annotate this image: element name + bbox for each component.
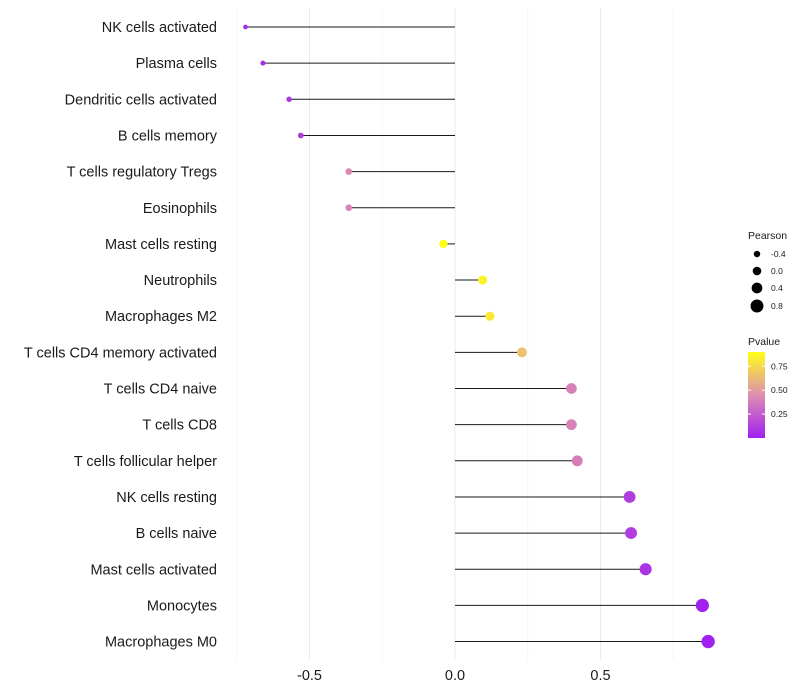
point (695, 598, 709, 612)
point (243, 24, 248, 30)
point (639, 563, 652, 576)
size-legend-key (753, 250, 761, 258)
grid-lines (236, 8, 674, 660)
category-label: Plasma cells (136, 56, 217, 72)
category-label: B cells memory (118, 128, 218, 144)
color-legend-title: Pvalue (748, 336, 780, 348)
point (478, 275, 488, 285)
point (439, 239, 448, 249)
category-labels: NK cells activated Plasma cells Dendritic … (24, 20, 218, 651)
size-legend-title: Pearson (748, 230, 787, 242)
size-legend-key (751, 282, 763, 294)
category-label: Dendritic cells activated (65, 92, 217, 108)
color-legend-label: 0.50 (771, 385, 788, 395)
color-legend: Pvalue 0.75 0.50 0.25 (748, 336, 788, 438)
size-legend-label: -0.4 (771, 249, 786, 259)
color-legend-label: 0.25 (771, 409, 788, 419)
size-legend-label: 0.0 (771, 266, 783, 276)
category-label: Mast cells resting (105, 237, 217, 253)
x-axis-ticks: -0.5 0.0 0.5 (297, 668, 611, 684)
size-legend: Pearson -0.4 0.0 0.4 0.8 (748, 230, 787, 313)
color-legend-label: 0.75 (771, 361, 788, 371)
point (485, 311, 495, 321)
point (345, 168, 353, 175)
category-label: NK cells activated (102, 20, 217, 36)
x-tick-label: -0.5 (297, 668, 322, 684)
point (517, 347, 527, 358)
size-legend-label: 0.8 (771, 301, 783, 311)
category-label: Monocytes (147, 598, 217, 614)
category-label: Eosinophils (143, 201, 217, 217)
category-label: Mast cells activated (90, 562, 217, 578)
category-label: Macrophages M0 (105, 635, 217, 651)
segments (245, 26, 709, 643)
point (571, 455, 583, 467)
x-tick-label: 0.0 (445, 668, 465, 684)
category-label: T cells CD4 naive (104, 382, 217, 398)
category-label: Neutrophils (144, 273, 217, 289)
point (260, 60, 266, 66)
color-legend-bar (748, 352, 765, 438)
category-label: B cells naive (136, 526, 217, 542)
size-legend-label: 0.4 (771, 283, 783, 293)
point (345, 204, 353, 212)
point (701, 634, 715, 649)
x-tick-label: 0.5 (590, 668, 610, 684)
category-label: Macrophages M2 (105, 309, 217, 325)
point (297, 132, 304, 139)
category-label: T cells CD8 (142, 418, 217, 434)
category-label: T cells CD4 memory activated (24, 345, 217, 361)
point (623, 491, 636, 503)
category-label: NK cells resting (116, 490, 217, 506)
point (566, 383, 577, 394)
size-legend-key (752, 266, 762, 276)
point (566, 419, 577, 431)
category-label: T cells regulatory Tregs (67, 165, 217, 181)
points (243, 24, 715, 649)
size-legend-key (750, 299, 764, 313)
category-label: T cells follicular helper (74, 454, 217, 470)
point (286, 96, 292, 103)
point (625, 527, 637, 540)
